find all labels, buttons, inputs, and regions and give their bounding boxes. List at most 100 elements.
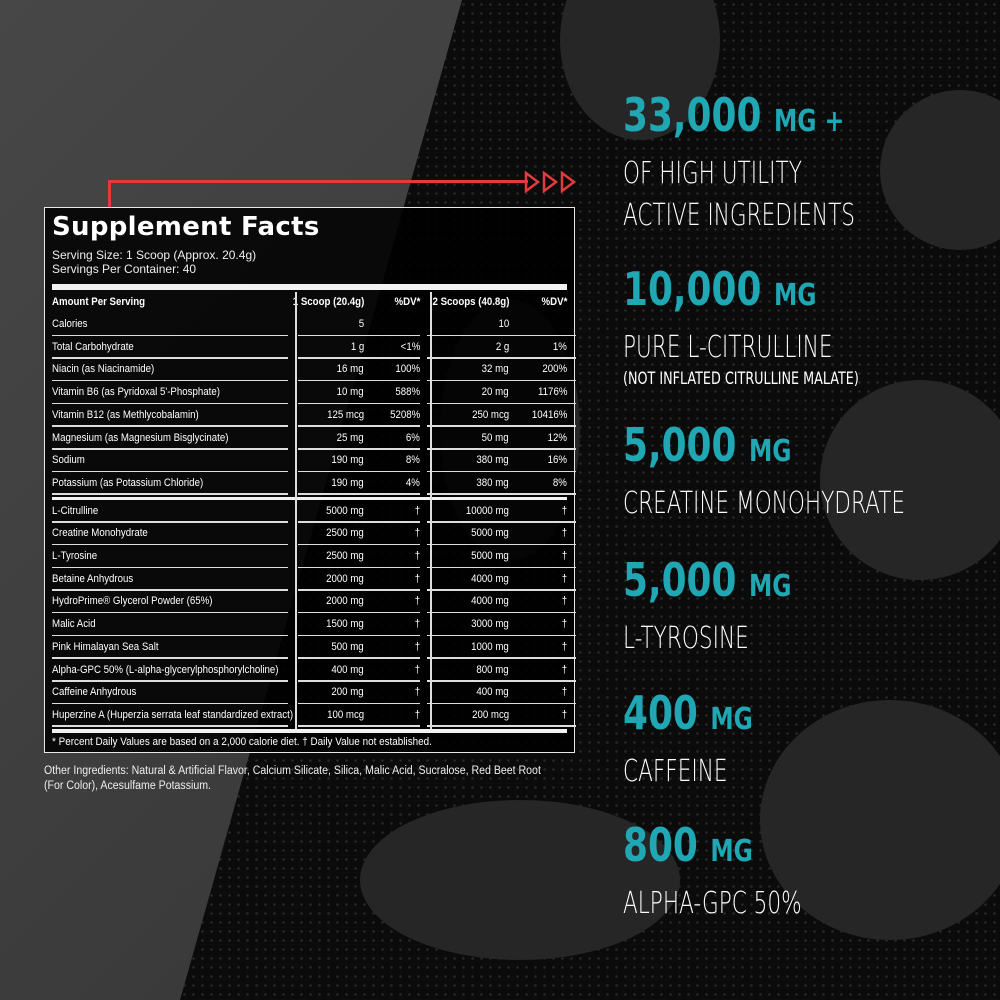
row-divider	[427, 521, 576, 523]
ingredient-name: Calories	[52, 318, 88, 330]
row-divider	[52, 566, 288, 568]
row-divider	[427, 634, 576, 637]
amount-2-scoops: 3000 mg	[471, 618, 509, 631]
amount-1-scoop: 200 mg	[331, 686, 364, 699]
claim-description: L-TYROSINE	[623, 621, 749, 656]
table-row: Vitamin B6 (as Pyridoxal 5'-Phosphate) 10…	[52, 382, 576, 405]
ingredient-name: Betaine Anhydrous	[52, 572, 134, 585]
dv-1-scoop: †	[414, 708, 420, 721]
row-divider	[298, 379, 420, 382]
arrow-line-vertical	[108, 180, 111, 208]
amount-1-scoop: 1 Scoop (20.4g)	[292, 296, 364, 308]
row-divider	[52, 543, 288, 546]
claim-number: 5,000	[623, 418, 737, 472]
table-row: Calories 5 10	[52, 314, 576, 336]
table-row: Vitamin B12 (as Methlycobalamin) 125 mcg 5…	[52, 405, 576, 427]
claim-number: 800	[623, 818, 698, 872]
claim-amount: 5,000 MG	[623, 422, 929, 475]
row-divider	[52, 702, 288, 705]
dv-2-scoops: †	[561, 595, 567, 608]
other-ingredients: Other Ingredients: Natural & Artificial …	[44, 765, 541, 792]
table-row: Potassium (as Potassium Chloride) 190 mg 4…	[52, 473, 576, 495]
table-row: L-Citrulline 5000 mg † 10000 mg †	[52, 501, 576, 523]
row-divider	[427, 566, 576, 568]
amount-1-scoop: 10 mg	[337, 386, 364, 399]
claim-amount: 800 MG	[623, 822, 817, 875]
dv-1-scoop: <1%	[400, 340, 420, 353]
dv-2-scoops: †	[561, 550, 567, 562]
row-divider	[52, 611, 288, 614]
supplement-facts-panel: Supplement Facts Serving Size: 1 Scoop (…	[44, 207, 576, 753]
row-divider	[52, 448, 288, 450]
camo-shape	[760, 700, 1000, 940]
amount-2-scoops: 50 mg	[482, 431, 509, 444]
row-divider	[52, 493, 288, 495]
dv-1-scoop: †	[414, 550, 420, 562]
dv-1-scoop: †	[414, 618, 420, 631]
claim-unit: MG	[748, 434, 792, 469]
claim-description: ALPHA-GPC 50%	[623, 886, 802, 921]
column-divider	[430, 292, 432, 729]
claim-description: PURE L-CITRULLINE	[623, 330, 833, 365]
row-divider	[427, 657, 576, 659]
dv-2-scoops: 1%	[553, 340, 567, 353]
dv-1-scoop: †	[414, 572, 420, 585]
row-divider	[52, 634, 288, 637]
amount-1-scoop: 2500 mg	[326, 550, 364, 562]
dv-1-scoop: 100%	[395, 363, 420, 376]
amount-1-scoop: 400 mg	[331, 663, 364, 676]
ingredient-name: Pink Himalayan Sea Salt	[52, 640, 159, 653]
amount-2-scoops: 4000 mg	[471, 595, 509, 608]
dv-2-scoops: †	[561, 663, 567, 676]
dv-1-scoop: %DV*	[394, 296, 420, 308]
camo-shape	[360, 800, 680, 960]
column-divider	[295, 292, 297, 729]
row-divider	[427, 702, 576, 705]
amount-1-scoop: 1500 mg	[326, 618, 364, 631]
row-divider	[298, 702, 420, 705]
table-row: Malic Acid 1500 mg † 3000 mg †	[52, 614, 576, 637]
ingredient-name: Caffeine Anhydrous	[52, 686, 137, 699]
claim-number: 33,000	[623, 88, 762, 142]
dv-1-scoop: 6%	[406, 431, 420, 444]
ingredient-name: Amount Per Serving	[52, 296, 146, 308]
facts-footnote: * Percent Daily Values are based on a 2,…	[52, 735, 432, 748]
dv-2-scoops: 16%	[547, 454, 567, 467]
row-divider	[298, 493, 420, 495]
claim-note: (NOT INFLATED CITRULLINE MALATE)	[623, 369, 859, 389]
amount-2-scoops: 2 Scoops (40.8g)	[432, 296, 509, 308]
thick-divider	[52, 728, 567, 733]
row-divider	[52, 521, 288, 523]
table-row: Creatine Monohydrate 2500 mg † 5000 mg †	[52, 523, 576, 546]
table-row: Niacin (as Niacinamide) 16 mg 100% 32 mg 200…	[52, 359, 576, 382]
table-row: Pink Himalayan Sea Salt 500 mg † 1000 mg †	[52, 637, 576, 659]
table-row: L-Tyrosine 2500 mg † 5000 mg †	[52, 546, 576, 568]
amount-2-scoops: 400 mg	[476, 686, 509, 699]
ingredient-name: Vitamin B6 (as Pyridoxal 5'-Phosphate)	[52, 386, 220, 399]
dv-1-scoop: 588%	[395, 386, 420, 399]
dv-1-scoop: 4%	[406, 476, 420, 489]
dv-1-scoop: 8%	[406, 454, 420, 467]
table-header-row: Amount Per Serving 1 Scoop (20.4g) %DV* 2 S…	[52, 292, 567, 314]
facts-title: Supplement Facts	[52, 212, 320, 242]
claim-unit: MG	[773, 278, 817, 313]
row-divider	[52, 357, 288, 359]
thick-divider	[52, 284, 567, 290]
row-divider	[427, 402, 576, 405]
row-divider	[427, 379, 576, 382]
table-row: Total Carbohydrate 1 g <1% 2 g 1%	[52, 337, 576, 359]
amount-2-scoops: 32 mg	[482, 363, 509, 376]
ingredient-name: Vitamin B12 (as Methlycobalamin)	[52, 408, 199, 421]
ingredient-name: Sodium	[52, 454, 85, 467]
row-divider	[427, 470, 576, 473]
row-divider	[52, 425, 288, 427]
dv-1-scoop: †	[414, 686, 420, 699]
row-divider	[298, 425, 420, 427]
amount-1-scoop: 190 mg	[331, 476, 364, 489]
claim-amount: 33,000 MG +	[623, 92, 874, 145]
dv-1-scoop: †	[414, 663, 420, 676]
row-divider	[298, 357, 420, 359]
ingredient-name: L-Citrulline	[52, 504, 99, 517]
ingredient-name: L-Tyrosine	[52, 550, 98, 562]
claim-unit: MG	[710, 834, 753, 869]
